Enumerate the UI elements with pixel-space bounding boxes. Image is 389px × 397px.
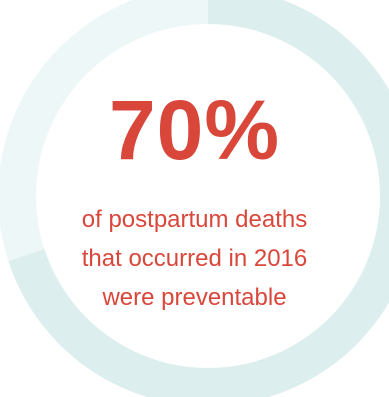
donut-inner-hole <box>36 24 380 368</box>
caption-line-1: of postpartum deaths <box>81 206 308 233</box>
caption-line-2: that occurred in 2016 <box>81 245 308 272</box>
percentage-value: 70% <box>108 83 281 177</box>
stat-caption: of postpartum deaths that occurred in 20… <box>40 200 349 317</box>
caption-line-3: were preventable <box>102 284 287 311</box>
